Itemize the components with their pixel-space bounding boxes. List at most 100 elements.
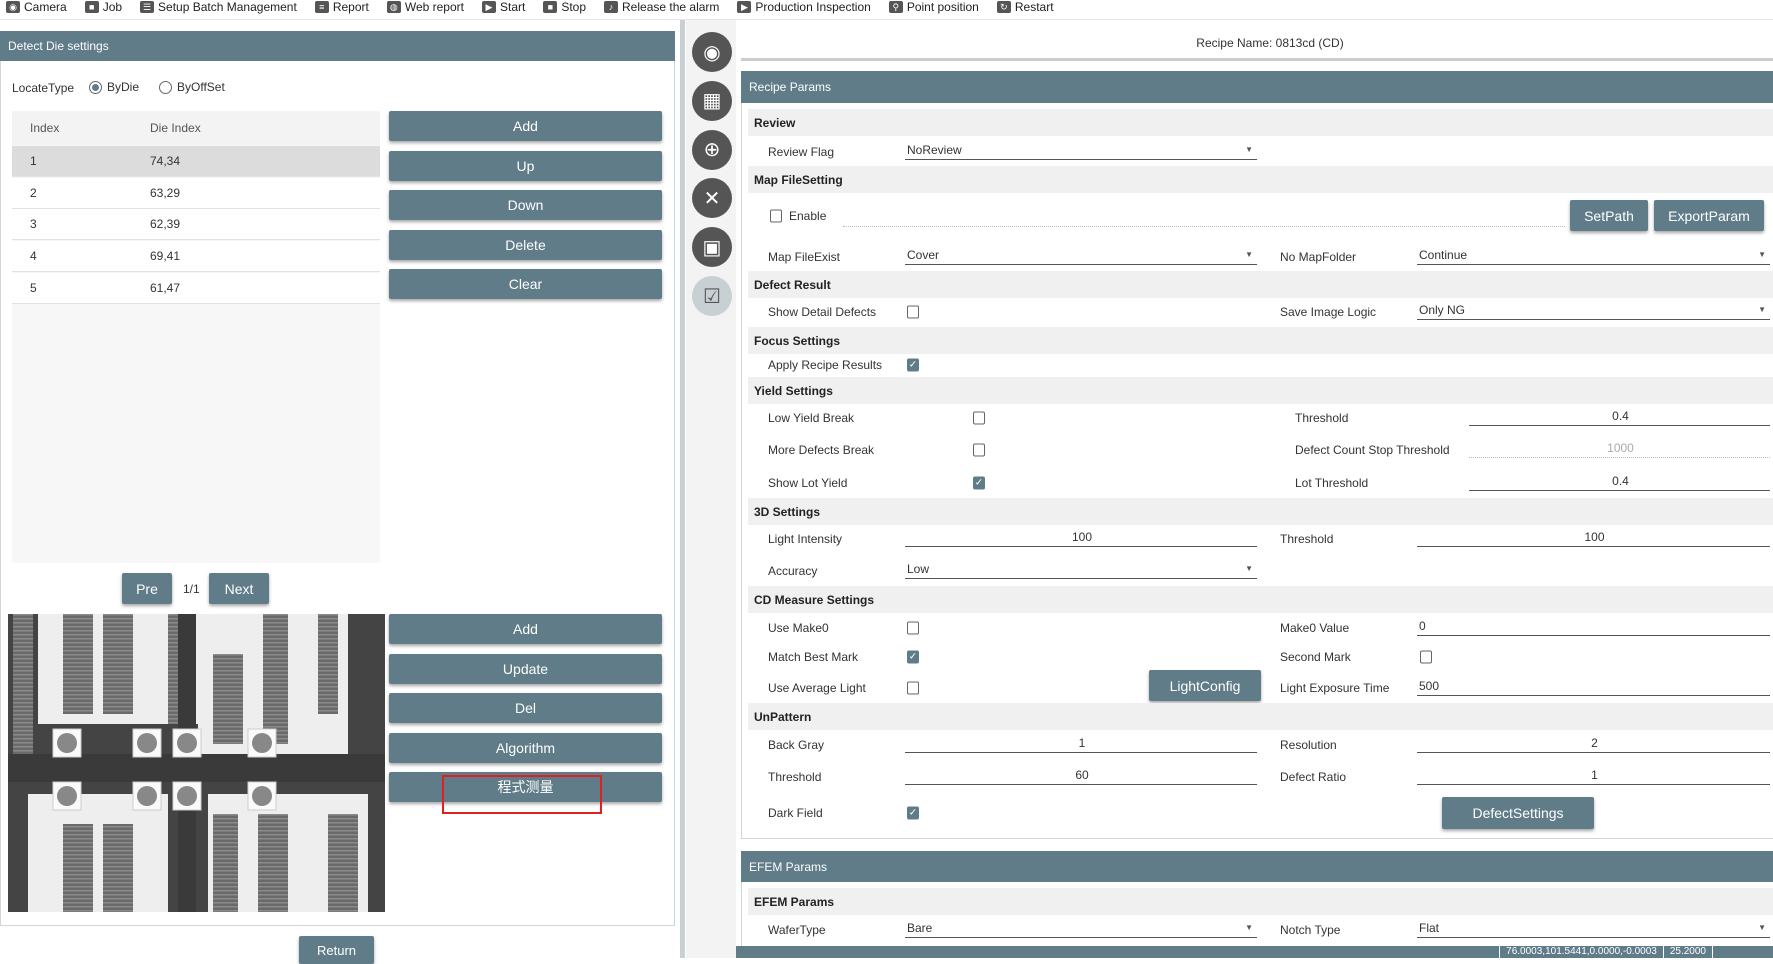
resolution-input[interactable]: 2 <box>1417 733 1770 753</box>
map-fileexist-dropdown[interactable]: Cover ▼ <box>905 245 1257 265</box>
efem-params-header: EFEM Params <box>741 851 1773 882</box>
use-average-light-checkbox[interactable] <box>907 681 919 695</box>
down-die-button[interactable]: Down <box>389 190 662 221</box>
toolbar-start-button[interactable]: ▶ Start <box>481 0 525 14</box>
efem-params-title: EFEM Params <box>749 859 828 874</box>
toolbar-stop-button[interactable]: ■ Stop <box>543 0 586 14</box>
back-gray-input[interactable]: 1 <box>905 733 1257 753</box>
toolbar-web-report-button[interactable]: ◍ Web report <box>386 0 464 14</box>
defect-ratio-input[interactable]: 1 <box>1417 765 1770 785</box>
tools-icon[interactable]: ✕ <box>692 178 732 219</box>
make0-value-input[interactable]: 0 <box>1417 616 1770 636</box>
table-row[interactable]: 1 74,34 <box>12 146 380 177</box>
field-value: Bare <box>907 920 933 935</box>
wafer-grid-icon[interactable]: ▦ <box>692 80 732 121</box>
no-mapfolder-dropdown[interactable]: Continue ▼ <box>1417 245 1770 265</box>
checklist-icon[interactable]: ☑ <box>692 276 732 316</box>
section-efem-params: EFEM Params <box>748 888 1773 915</box>
more-defects-break-checkbox[interactable] <box>973 443 985 457</box>
image-icon[interactable]: ▣ <box>692 227 732 268</box>
radio-label: ByDie <box>107 80 140 94</box>
accuracy-dropdown[interactable]: Low ▼ <box>905 559 1257 579</box>
notch-type-dropdown[interactable]: Flat ▼ <box>1417 918 1770 938</box>
field-value: 60 <box>1075 767 1089 782</box>
pre-button[interactable]: Pre <box>122 573 172 604</box>
enable-checkbox[interactable] <box>770 209 782 223</box>
toolbar-report-button[interactable]: ≡ Report <box>314 0 369 14</box>
threshold-input[interactable]: 0.4 <box>1469 406 1770 426</box>
show-lot-yield-checkbox[interactable]: ✓ <box>973 476 985 490</box>
column-header-die-index: Die Index <box>150 121 201 135</box>
second-mark-checkbox[interactable] <box>1420 650 1432 664</box>
toolbar-release-the-alarm-button[interactable]: ♪ Release the alarm <box>604 0 719 14</box>
toolbar-camera-button[interactable]: ◉ Camera <box>6 0 67 14</box>
lot-threshold-input[interactable]: 0.4 <box>1469 471 1770 491</box>
low-yield-break-checkbox[interactable] <box>973 411 985 425</box>
defectsettings-button[interactable]: DefectSettings <box>1442 797 1594 829</box>
field-value: 1000 <box>1607 440 1634 455</box>
highlight-box <box>442 775 602 814</box>
del-button[interactable]: Del <box>389 693 662 724</box>
section-cd-measure-settings: CD Measure Settings <box>748 586 1773 613</box>
dark-field-checkbox[interactable]: ✓ <box>907 806 919 820</box>
page-indicator: 1/1 <box>183 582 200 596</box>
review-flag-dropdown[interactable]: NoReview ▼ <box>905 140 1257 160</box>
table-row[interactable]: 2 63,29 <box>12 177 380 209</box>
divider <box>741 58 1773 61</box>
light-exposure-time-input[interactable]: 500 <box>1417 676 1770 696</box>
add-die-button[interactable]: Add <box>389 111 662 141</box>
cell-die-index: 69,41 <box>150 249 181 264</box>
update-button[interactable]: Update <box>389 653 662 684</box>
table-row[interactable]: 5 61,47 <box>12 272 380 304</box>
web-report-icon: ◍ <box>386 1 401 13</box>
delete-die-button[interactable]: Delete <box>389 229 662 260</box>
field-label: Dark Field <box>768 806 823 820</box>
algorithm-button[interactable]: Algorithm <box>389 732 662 763</box>
splitter[interactable] <box>680 20 685 958</box>
use-make0-checkbox[interactable] <box>907 621 919 635</box>
camera-icon[interactable]: ◉ <box>692 32 732 72</box>
save-image-logic-dropdown[interactable]: Only NG ▼ <box>1417 300 1770 320</box>
light-intensity-input[interactable]: 100 <box>905 527 1257 547</box>
wafertype-dropdown[interactable]: Bare ▼ <box>905 918 1257 938</box>
wafer-list-icon[interactable]: ⊕ <box>692 129 732 170</box>
toolbar-production-inspection-button[interactable]: ▶ Production Inspection <box>737 0 871 14</box>
recipe-name: Recipe Name: 0813cd (CD) <box>1196 36 1344 50</box>
program-measure-button[interactable]: 程式测量 <box>389 772 662 803</box>
toolbar-job-button[interactable]: ■ Job <box>84 0 122 14</box>
radio-byoffset[interactable]: ByOffSet <box>159 80 225 94</box>
toolbar-setup-batch-management-button[interactable]: ☰ Setup Batch Management <box>140 0 297 14</box>
clear-die-button[interactable]: Clear <box>389 269 662 300</box>
map-path-input[interactable] <box>843 226 1565 227</box>
table-row[interactable]: 3 62,39 <box>12 209 380 241</box>
chevron-down-icon: ▼ <box>1758 250 1766 259</box>
field-label: Threshold <box>768 770 822 784</box>
radio-bydie[interactable]: ByDie <box>89 80 139 94</box>
side-icon-bar <box>686 20 736 958</box>
threshold-input[interactable]: 100 <box>1417 527 1770 547</box>
add-button[interactable]: Add <box>389 614 662 644</box>
threshold-input[interactable]: 60 <box>905 765 1257 785</box>
toolbar-label: Release the alarm <box>622 0 720 14</box>
defect-count-stop-threshold-input[interactable]: 1000 <box>1469 438 1770 458</box>
toolbar-point-position-button[interactable]: ⚲ Point position <box>888 0 979 14</box>
chevron-down-icon: ▼ <box>1758 305 1766 314</box>
apply-recipe-results-checkbox[interactable]: ✓ <box>907 358 919 372</box>
cell-index: 2 <box>30 185 37 200</box>
match-best-mark-checkbox[interactable]: ✓ <box>907 650 919 664</box>
toolbar-label: Restart <box>1014 0 1054 14</box>
show-detail-defects-checkbox[interactable] <box>907 305 919 319</box>
up-die-button[interactable]: Up <box>389 150 662 181</box>
field-label: Use Make0 <box>768 621 829 635</box>
return-button[interactable]: Return <box>299 936 374 964</box>
field-label: Low Yield Break <box>768 411 855 425</box>
exportparam-button[interactable]: ExportParam <box>1654 200 1764 231</box>
field-label: Apply Recipe Results <box>768 358 883 372</box>
field-label: Match Best Mark <box>768 650 859 664</box>
toolbar-label: Report <box>332 0 369 14</box>
table-row[interactable]: 4 69,41 <box>12 241 380 273</box>
lightconfig-button[interactable]: LightConfig <box>1149 670 1261 701</box>
toolbar-restart-button[interactable]: ↻ Restart <box>996 0 1054 14</box>
next-button[interactable]: Next <box>209 573 269 604</box>
setpath-button[interactable]: SetPath <box>1570 200 1648 231</box>
